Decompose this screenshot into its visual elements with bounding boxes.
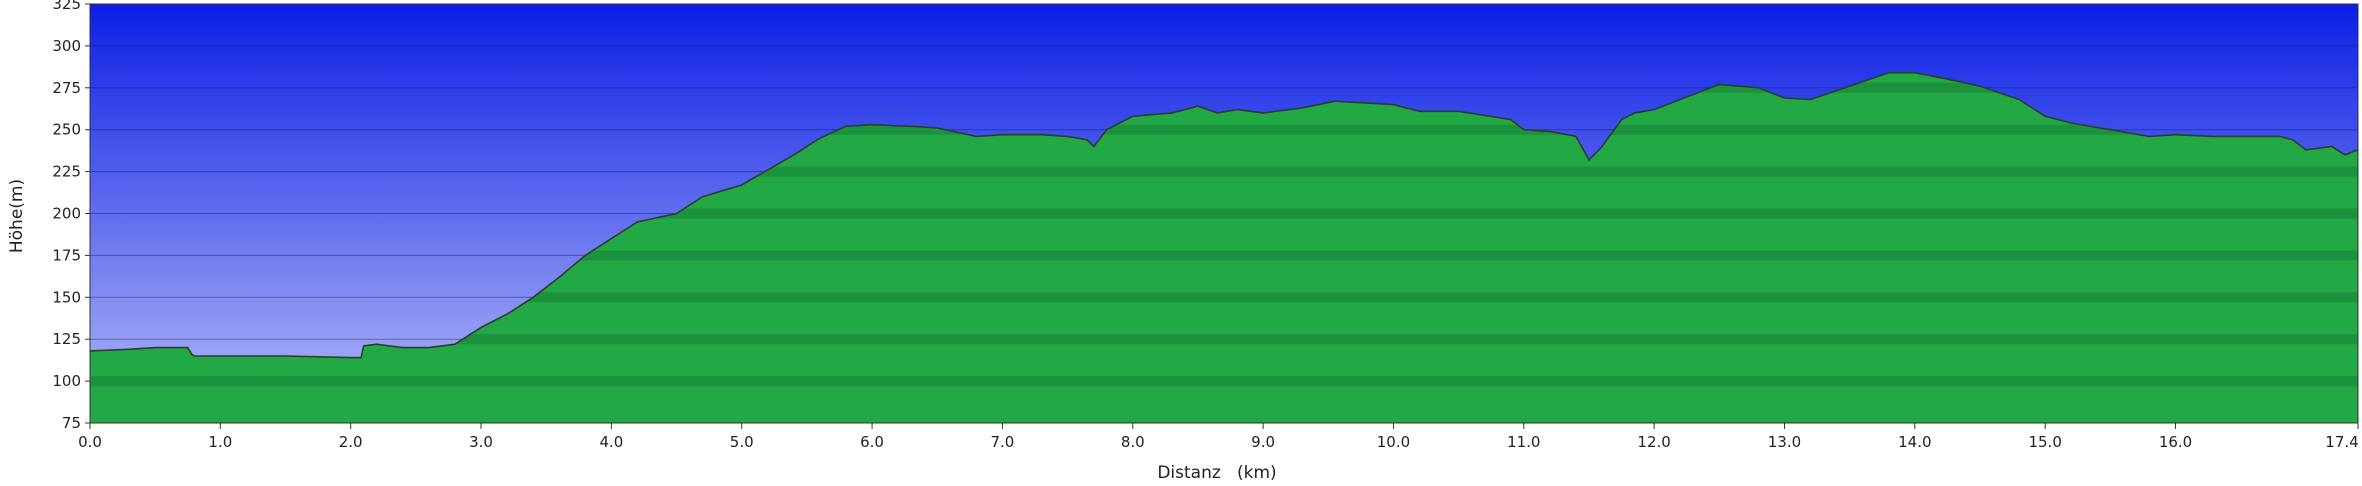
- area-band-150: [90, 292, 2358, 303]
- y-tick-label: 250: [52, 121, 81, 139]
- x-tick-label: 8.0: [1121, 433, 1145, 451]
- area-band-125: [90, 334, 2358, 345]
- area-band-175: [90, 250, 2358, 261]
- x-tick-label: 15.0: [2028, 433, 2061, 451]
- x-tick-label: 13.0: [1768, 433, 1801, 451]
- x-axis-title: Distanz (km): [1157, 463, 1276, 483]
- y-tick-label: 150: [52, 288, 81, 306]
- x-tick-label: 10.0: [1377, 433, 1410, 451]
- x-axis: 0.0 1.0 2.0 3.0 4.0 5.0 6.0 7.0 8.0 9.0 10.0 11.0 12…: [78, 423, 2359, 451]
- y-axis: 325 300 275 250 225 200 175 150 125 100 75: [52, 0, 90, 432]
- x-tick-label: 9.0: [1251, 433, 1275, 451]
- y-tick-label: 100: [52, 372, 81, 390]
- y-tick-label: 225: [52, 163, 81, 181]
- x-tick-label: 17.4: [2325, 433, 2358, 451]
- y-tick-label: 275: [52, 79, 81, 97]
- x-tick-label: 5.0: [730, 433, 754, 451]
- y-tick-label: 75: [62, 414, 81, 432]
- x-tick-label: 7.0: [990, 433, 1014, 451]
- y-tick-label: 200: [52, 205, 81, 223]
- x-tick-label: 6.0: [860, 433, 884, 451]
- area-band-200: [90, 208, 2358, 219]
- x-tick-label: 12.0: [1637, 433, 1670, 451]
- elevation-line: [89, 71, 2359, 359]
- x-tick-label: 1.0: [208, 433, 232, 451]
- y-tick-label: 325: [52, 0, 81, 13]
- x-tick-label: 16.0: [2159, 433, 2192, 451]
- y-tick-label: 300: [52, 37, 81, 55]
- area-band-100: [90, 376, 2358, 387]
- area-band-225: [90, 166, 2358, 177]
- x-tick-label: 11.0: [1507, 433, 1540, 451]
- y-tick-label: 125: [52, 330, 81, 348]
- x-tick-label: 4.0: [599, 433, 623, 451]
- y-tick-label: 175: [52, 246, 81, 264]
- x-tick-label: 0.0: [78, 433, 102, 451]
- x-tick-label: 14.0: [1898, 433, 1931, 451]
- area-band-250: [90, 124, 2358, 135]
- y-axis-title: Höhe(m): [7, 179, 27, 253]
- x-tick-label: 2.0: [339, 433, 363, 451]
- x-tick-label: 3.0: [469, 433, 493, 451]
